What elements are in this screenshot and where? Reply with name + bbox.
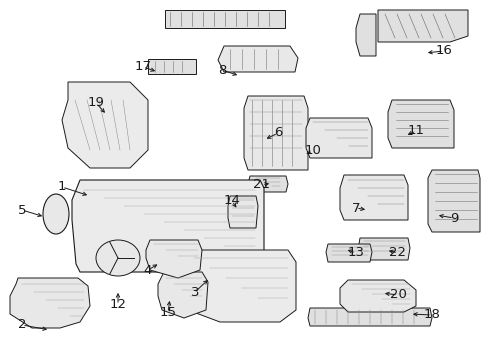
Text: 3: 3 — [190, 285, 199, 298]
Polygon shape — [339, 280, 415, 312]
Text: 15: 15 — [159, 306, 176, 320]
Text: 19: 19 — [87, 96, 104, 109]
Polygon shape — [339, 175, 407, 220]
Polygon shape — [427, 170, 479, 232]
Polygon shape — [72, 180, 264, 272]
Polygon shape — [305, 118, 371, 158]
Polygon shape — [62, 82, 148, 168]
Polygon shape — [158, 272, 207, 318]
Text: 11: 11 — [407, 125, 424, 138]
Polygon shape — [218, 46, 297, 72]
Polygon shape — [247, 176, 287, 192]
Text: 9: 9 — [449, 211, 457, 225]
Polygon shape — [146, 240, 202, 278]
Polygon shape — [355, 14, 375, 56]
Polygon shape — [357, 238, 409, 260]
Polygon shape — [148, 59, 196, 74]
Text: 17: 17 — [134, 60, 151, 73]
Text: 2: 2 — [18, 319, 26, 332]
Text: 4: 4 — [143, 264, 152, 276]
Text: 13: 13 — [347, 247, 364, 260]
Text: 8: 8 — [217, 63, 226, 77]
Polygon shape — [180, 250, 295, 322]
Text: 6: 6 — [273, 126, 282, 139]
Polygon shape — [377, 10, 467, 42]
Text: 20: 20 — [389, 288, 406, 302]
Text: 21: 21 — [253, 179, 270, 192]
Polygon shape — [325, 244, 371, 262]
Polygon shape — [164, 10, 285, 28]
Text: 14: 14 — [223, 194, 240, 207]
Ellipse shape — [43, 194, 69, 234]
Polygon shape — [244, 96, 307, 170]
Polygon shape — [387, 100, 453, 148]
Text: 18: 18 — [423, 309, 440, 321]
Text: 1: 1 — [58, 180, 66, 194]
Text: 7: 7 — [351, 202, 360, 215]
Text: 12: 12 — [109, 298, 126, 311]
Polygon shape — [10, 278, 90, 328]
Text: 22: 22 — [389, 247, 406, 260]
Polygon shape — [307, 308, 431, 326]
Polygon shape — [227, 196, 258, 228]
Text: 5: 5 — [18, 203, 26, 216]
Text: 16: 16 — [435, 45, 451, 58]
Text: 10: 10 — [304, 144, 321, 158]
Ellipse shape — [96, 240, 140, 276]
